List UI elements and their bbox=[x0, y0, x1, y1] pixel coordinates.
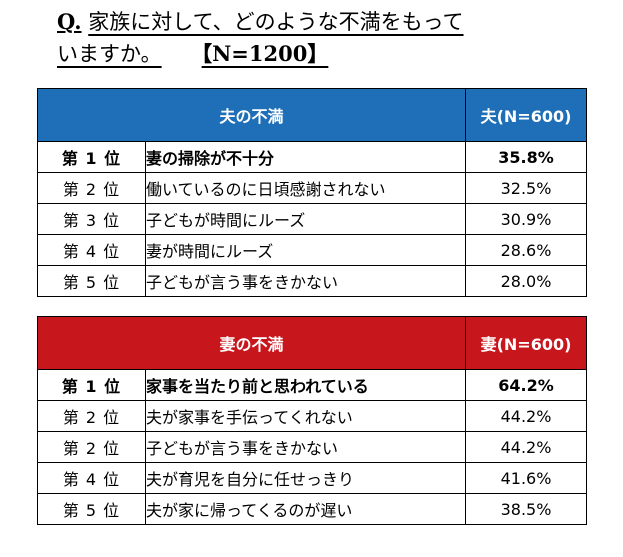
percent-cell: 64.2% bbox=[465, 369, 588, 401]
question-text-2: いますか。 bbox=[57, 42, 162, 66]
percent-cell: 38.5% bbox=[465, 493, 588, 525]
table-row: 第 2 位 夫が家事を手伝ってくれない 44.2% bbox=[37, 400, 588, 432]
table-row: 第 3 位 子どもが時間にルーズ 30.9% bbox=[37, 203, 588, 235]
rank-cell: 第 2 位 bbox=[37, 400, 146, 432]
percent-cell: 28.0% bbox=[465, 265, 588, 297]
table-row: 第 1 位 妻の掃除が不十分 35.8% bbox=[37, 141, 588, 173]
rank-cell: 第 4 位 bbox=[37, 234, 146, 266]
table-row: 第 2 位 働いているのに日頃感謝されない 32.5% bbox=[37, 172, 588, 204]
table-row: 第 4 位 妻が時間にルーズ 28.6% bbox=[37, 234, 588, 266]
item-cell: 夫が家に帰ってくるのが遅い bbox=[144, 493, 467, 525]
percent-cell: 44.2% bbox=[465, 400, 588, 432]
item-cell: 家事を当たり前と思われている bbox=[144, 369, 467, 401]
rank-cell: 第 5 位 bbox=[37, 265, 146, 297]
percent-cell: 30.9% bbox=[465, 203, 588, 235]
item-cell: 子どもが言う事をきかない bbox=[144, 431, 467, 463]
husband-header: 夫の不満 bbox=[36, 88, 467, 142]
question-text-1: 家族に対して、どのような不満をもって bbox=[88, 10, 464, 34]
table-row: 第 4 位 夫が育児を自分に任せっきり 41.6% bbox=[37, 462, 588, 494]
item-cell: 妻が時間にルーズ bbox=[144, 234, 467, 266]
table-row: 第 5 位 子どもが言う事をきかない 28.0% bbox=[37, 265, 588, 297]
husband-header-row: 夫の不満 夫(N=600) bbox=[36, 88, 588, 142]
question-mark: Q. bbox=[57, 9, 82, 34]
item-cell: 子どもが時間にルーズ bbox=[144, 203, 467, 235]
rank-cell: 第 3 位 bbox=[37, 203, 146, 235]
item-cell: 働いているのに日頃感謝されない bbox=[144, 172, 467, 204]
sample-size: 【N=1200】 bbox=[201, 41, 329, 66]
table-row: 第 1 位 家事を当たり前と思われている 64.2% bbox=[37, 369, 588, 401]
husband-complaints-table: 夫の不満 夫(N=600) 第 1 位 妻の掃除が不十分 35.8% 第 2 位… bbox=[36, 88, 588, 297]
wife-complaints-table: 妻の不満 妻(N=600) 第 1 位 家事を当たり前と思われている 64.2%… bbox=[36, 316, 588, 525]
wife-header-row: 妻の不満 妻(N=600) bbox=[36, 316, 588, 370]
question-line-2: いますか。 【N=1200】 bbox=[57, 38, 527, 70]
question-line-1: Q. 家族に対して、どのような不満をもって bbox=[57, 6, 527, 38]
wife-count-header: 妻(N=600) bbox=[465, 316, 588, 370]
percent-cell: 44.2% bbox=[465, 431, 588, 463]
husband-count-header: 夫(N=600) bbox=[465, 88, 588, 142]
rank-cell: 第 1 位 bbox=[37, 141, 146, 173]
item-cell: 夫が育児を自分に任せっきり bbox=[144, 462, 467, 494]
wife-header: 妻の不満 bbox=[36, 316, 467, 370]
rank-cell: 第 2 位 bbox=[37, 431, 146, 463]
item-cell: 子どもが言う事をきかない bbox=[144, 265, 467, 297]
rank-cell: 第 1 位 bbox=[37, 369, 146, 401]
percent-cell: 28.6% bbox=[465, 234, 588, 266]
percent-cell: 41.6% bbox=[465, 462, 588, 494]
item-cell: 夫が家事を手伝ってくれない bbox=[144, 400, 467, 432]
rank-cell: 第 4 位 bbox=[37, 462, 146, 494]
rank-cell: 第 2 位 bbox=[37, 172, 146, 204]
table-row: 第 5 位 夫が家に帰ってくるのが遅い 38.5% bbox=[37, 493, 588, 525]
item-cell: 妻の掃除が不十分 bbox=[144, 141, 467, 173]
table-row: 第 2 位 子どもが言う事をきかない 44.2% bbox=[37, 431, 588, 463]
question-block: Q. 家族に対して、どのような不満をもって いますか。 【N=1200】 bbox=[57, 6, 527, 70]
percent-cell: 35.8% bbox=[465, 141, 588, 173]
percent-cell: 32.5% bbox=[465, 172, 588, 204]
rank-cell: 第 5 位 bbox=[37, 493, 146, 525]
